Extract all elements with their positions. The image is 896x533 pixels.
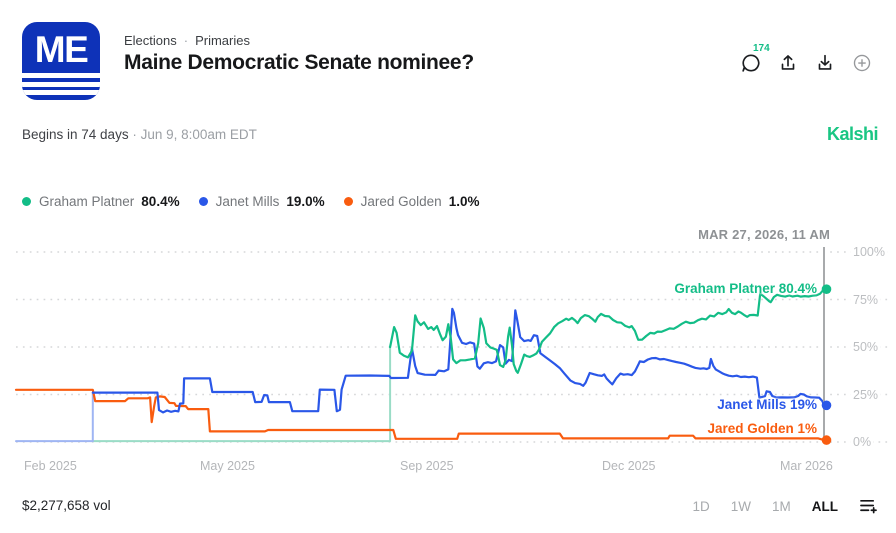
header-actions: 174 <box>740 43 873 74</box>
chart-legend: Graham Platner 80.4% Janet Mills 19.0% J… <box>22 194 479 209</box>
y-axis-label-0: 0% <box>851 434 874 450</box>
compare-markets-icon[interactable] <box>859 498 878 514</box>
price-line <box>389 288 826 374</box>
begins-in-label: Begins in 74 days <box>22 127 129 142</box>
range-button-1w[interactable]: 1W <box>730 498 751 514</box>
chart-label-janet-mills: Janet Mills 19% <box>717 397 817 413</box>
price-line <box>15 391 94 443</box>
price-line <box>91 307 826 414</box>
y-axis-label-75: 75% <box>851 291 881 308</box>
x-axis-label-dec2025: Dec 2025 <box>602 459 656 473</box>
y-axis-label-25: 25% <box>851 386 881 403</box>
share-icon <box>781 55 795 70</box>
price-line <box>91 346 392 443</box>
share-button[interactable] <box>777 52 799 74</box>
legend-item-graham-platner[interactable]: Graham Platner 80.4% <box>22 194 180 209</box>
plus-circle-icon <box>853 54 871 72</box>
legend-value: 19.0% <box>286 194 325 209</box>
legend-item-janet-mills[interactable]: Janet Mills 19.0% <box>198 194 325 209</box>
x-axis-label-mar2026: Mar 2026 <box>780 459 833 473</box>
logo-stripe <box>22 90 100 95</box>
series-end-dot <box>821 400 832 411</box>
series-end-dot <box>821 284 832 295</box>
start-datetime: Jun 9, 8:00am EDT <box>140 127 257 142</box>
breadcrumb-elections[interactable]: Elections <box>124 33 177 48</box>
chart-label-graham-platner: Graham Platner 80.4% <box>674 281 817 297</box>
x-axis-label-feb2025: Feb 2025 <box>24 459 77 473</box>
legend-dot-orange <box>343 197 353 206</box>
range-button-1m[interactable]: 1M <box>771 498 791 514</box>
legend-value: 1.0% <box>448 194 480 209</box>
market-logo-text: ME <box>34 29 89 70</box>
legend-dot-blue <box>198 197 208 206</box>
add-button[interactable] <box>851 52 873 74</box>
legend-name: Janet Mills <box>215 194 280 209</box>
range-button-1d[interactable]: 1D <box>692 498 710 514</box>
logo-stripe <box>22 81 100 87</box>
logo-stripe <box>22 73 100 78</box>
price-line <box>14 388 826 442</box>
market-logo: ME <box>22 22 100 100</box>
comment-count-badge: 174 <box>752 43 771 54</box>
x-axis-label-may2025: May 2025 <box>200 459 255 473</box>
series-end-dot <box>821 435 832 445</box>
market-status: Begins in 74 days · Jun 9, 8:00am EDT <box>22 127 257 142</box>
kalshi-wordmark: Kalshi <box>826 124 879 144</box>
legend-value: 80.4% <box>141 194 180 209</box>
breadcrumb-primaries[interactable]: Primaries <box>195 33 250 48</box>
download-button[interactable] <box>814 52 836 74</box>
y-axis-label-100: 100% <box>851 244 887 260</box>
crosshair-date-label: MAR 27, 2026, 11 AM <box>698 227 830 242</box>
range-button-all[interactable]: ALL <box>811 498 838 514</box>
legend-dot-green <box>22 197 31 206</box>
page-title: Maine Democratic Senate nominee? <box>124 51 474 74</box>
download-icon <box>818 54 832 70</box>
chart-label-jared-golden: Jared Golden 1% <box>707 421 817 437</box>
y-axis-label-50: 50% <box>851 339 881 355</box>
breadcrumb-separator: · <box>183 33 189 48</box>
legend-name: Jared Golden <box>360 194 442 209</box>
legend-name: Graham Platner <box>39 194 135 209</box>
legend-item-jared-golden[interactable]: Jared Golden 1.0% <box>343 194 480 209</box>
comments-button[interactable]: 174 <box>740 43 771 74</box>
breadcrumb: Elections · Primaries <box>124 33 250 48</box>
range-selector: 1D 1W 1M ALL <box>692 498 878 514</box>
comment-bubble-icon <box>742 54 760 72</box>
x-axis-label-sep2025: Sep 2025 <box>400 459 454 473</box>
volume-label: $2,277,658 vol <box>22 498 111 513</box>
